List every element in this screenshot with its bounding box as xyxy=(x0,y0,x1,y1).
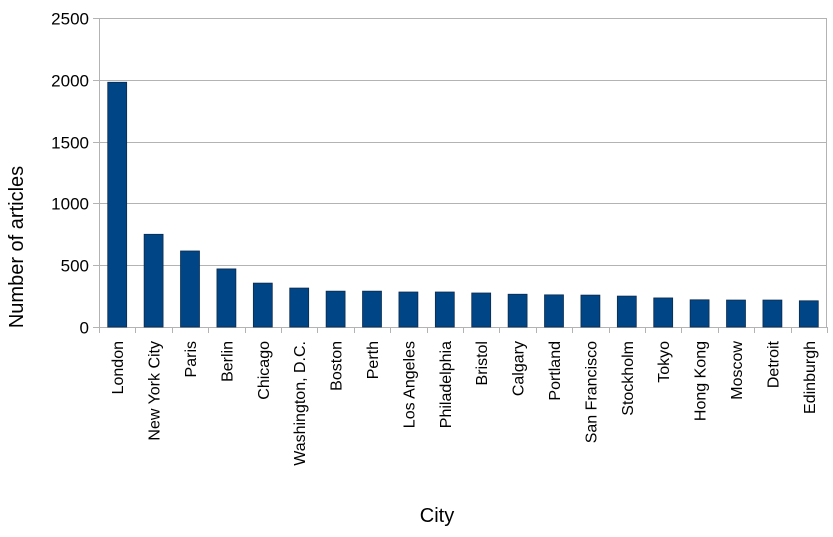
x-tick-label: Hong Kong xyxy=(693,341,710,421)
y-tick-label: 2000 xyxy=(51,72,89,91)
x-tick-label: Paris xyxy=(183,341,200,377)
bar-boston xyxy=(325,290,346,328)
bar-tokyo xyxy=(653,297,674,328)
x-tick-label: Moscow xyxy=(729,341,746,400)
bar-calgary xyxy=(507,293,528,328)
x-tick-label: Berlin xyxy=(219,341,236,382)
bar-new-york-city xyxy=(143,233,164,328)
bar-moscow xyxy=(726,299,746,328)
x-tick-label: Detroit xyxy=(765,340,782,388)
x-tick-label: Philadelphia xyxy=(438,341,455,428)
x-tick-label: Los Angeles xyxy=(401,341,418,428)
x-tick-label: Perth xyxy=(365,341,382,379)
y-tick-label: 1000 xyxy=(51,195,89,214)
y-tick-label: 0 xyxy=(80,319,89,338)
bar-chicago xyxy=(252,282,273,328)
x-tick-label: Calgary xyxy=(511,341,528,396)
x-tick-label: Chicago xyxy=(256,341,273,400)
axes xyxy=(99,18,828,333)
x-tick-label: Tokyo xyxy=(656,341,673,383)
x-tick-label: Boston xyxy=(329,341,346,391)
bar-stockholm xyxy=(616,295,637,328)
x-tick-label: New York City xyxy=(147,341,164,441)
bar-washington-d-c xyxy=(289,287,310,328)
x-axis-title: City xyxy=(420,505,454,527)
bar-paris xyxy=(180,250,200,328)
bar-philadelphia xyxy=(434,291,455,328)
bar-berlin xyxy=(216,268,237,328)
gridlines xyxy=(93,18,827,328)
bar-bristol xyxy=(471,292,492,328)
bar-hong-kong xyxy=(689,299,710,328)
bar-san-francisco xyxy=(580,294,601,328)
x-tick-label: San Francisco xyxy=(583,341,600,443)
x-tick-label: Portland xyxy=(547,341,564,401)
x-tick-label: Stockholm xyxy=(620,341,637,416)
y-tick-label: 1500 xyxy=(51,134,89,153)
y-tick-labels: 0 500 1000 1500 2000 2500 xyxy=(51,10,89,338)
bar-detroit xyxy=(762,299,783,328)
x-tick-labels: London New York City Paris Berlin Chicago Was… xyxy=(110,340,819,465)
bars xyxy=(107,81,819,328)
y-axis-title: Number of articles xyxy=(6,166,28,328)
bar-perth xyxy=(362,290,382,328)
bar-london xyxy=(107,81,128,328)
y-tick-label: 500 xyxy=(61,257,89,276)
y-tick-label: 2500 xyxy=(51,10,89,29)
bar-portland xyxy=(544,294,564,328)
x-tick-label: Washington, D.C. xyxy=(292,341,309,466)
bar-edinburgh xyxy=(798,300,819,328)
x-tick-label: Bristol xyxy=(474,341,491,385)
bar-los-angeles xyxy=(398,291,419,328)
x-tick-label: Edinburgh xyxy=(802,341,819,414)
x-tick-label: London xyxy=(110,341,127,394)
